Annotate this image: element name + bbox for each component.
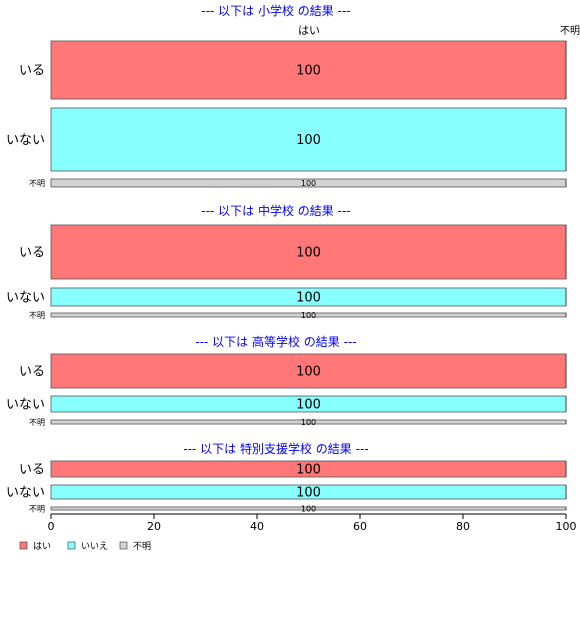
data-label: 100 <box>301 311 316 320</box>
data-label: 100 <box>296 133 321 148</box>
category-label: いない <box>6 133 45 148</box>
column-label-unknown: 不明 <box>560 25 580 37</box>
legend-label: はい <box>33 541 51 552</box>
data-label: 100 <box>301 418 316 427</box>
category-label: いない <box>6 398 45 413</box>
x-tick-label: 20 <box>147 520 161 533</box>
data-label: 100 <box>296 463 321 478</box>
x-tick-label: 80 <box>456 520 470 533</box>
x-tick-label: 100 <box>556 520 577 533</box>
bar-segment <box>50 224 567 280</box>
data-label: 100 <box>296 398 321 413</box>
data-label: 100 <box>296 246 321 261</box>
category-label: いる <box>19 246 45 261</box>
category-label: いる <box>19 365 45 380</box>
data-label: 100 <box>301 504 316 513</box>
category-label: いない <box>6 291 45 306</box>
panel-title: --- 以下は 小学校 の結果 --- <box>201 3 350 18</box>
legend-swatch <box>119 541 128 550</box>
data-label: 100 <box>296 291 321 306</box>
category-label: 不明 <box>29 311 45 320</box>
panel-title: --- 以下は 中学校 の結果 --- <box>201 203 350 218</box>
legend-label: いいえ <box>81 541 108 552</box>
panel-title: --- 以下は 特別支援学校 の結果 --- <box>183 441 368 456</box>
bar-segment <box>50 40 567 100</box>
category-label: 不明 <box>29 504 45 513</box>
category-label: いる <box>19 463 45 478</box>
data-label: 100 <box>296 365 321 380</box>
data-label: 100 <box>301 179 316 188</box>
x-tick-label: 0 <box>48 520 55 533</box>
panel-title: --- 以下は 高等学校 の結果 --- <box>195 334 356 349</box>
x-tick-label: 60 <box>353 520 367 533</box>
category-label: 不明 <box>29 418 45 427</box>
data-label: 100 <box>296 486 321 501</box>
legend-label: 不明 <box>133 541 151 552</box>
data-label: 100 <box>296 64 321 79</box>
bar-segment <box>50 107 567 172</box>
legend-swatch <box>19 541 28 550</box>
legend-swatch <box>67 541 76 550</box>
x-tick-label: 40 <box>250 520 264 533</box>
column-label-yes: はい <box>298 24 320 37</box>
category-label: いる <box>19 64 45 79</box>
category-label: いない <box>6 486 45 501</box>
category-label: 不明 <box>29 179 45 188</box>
